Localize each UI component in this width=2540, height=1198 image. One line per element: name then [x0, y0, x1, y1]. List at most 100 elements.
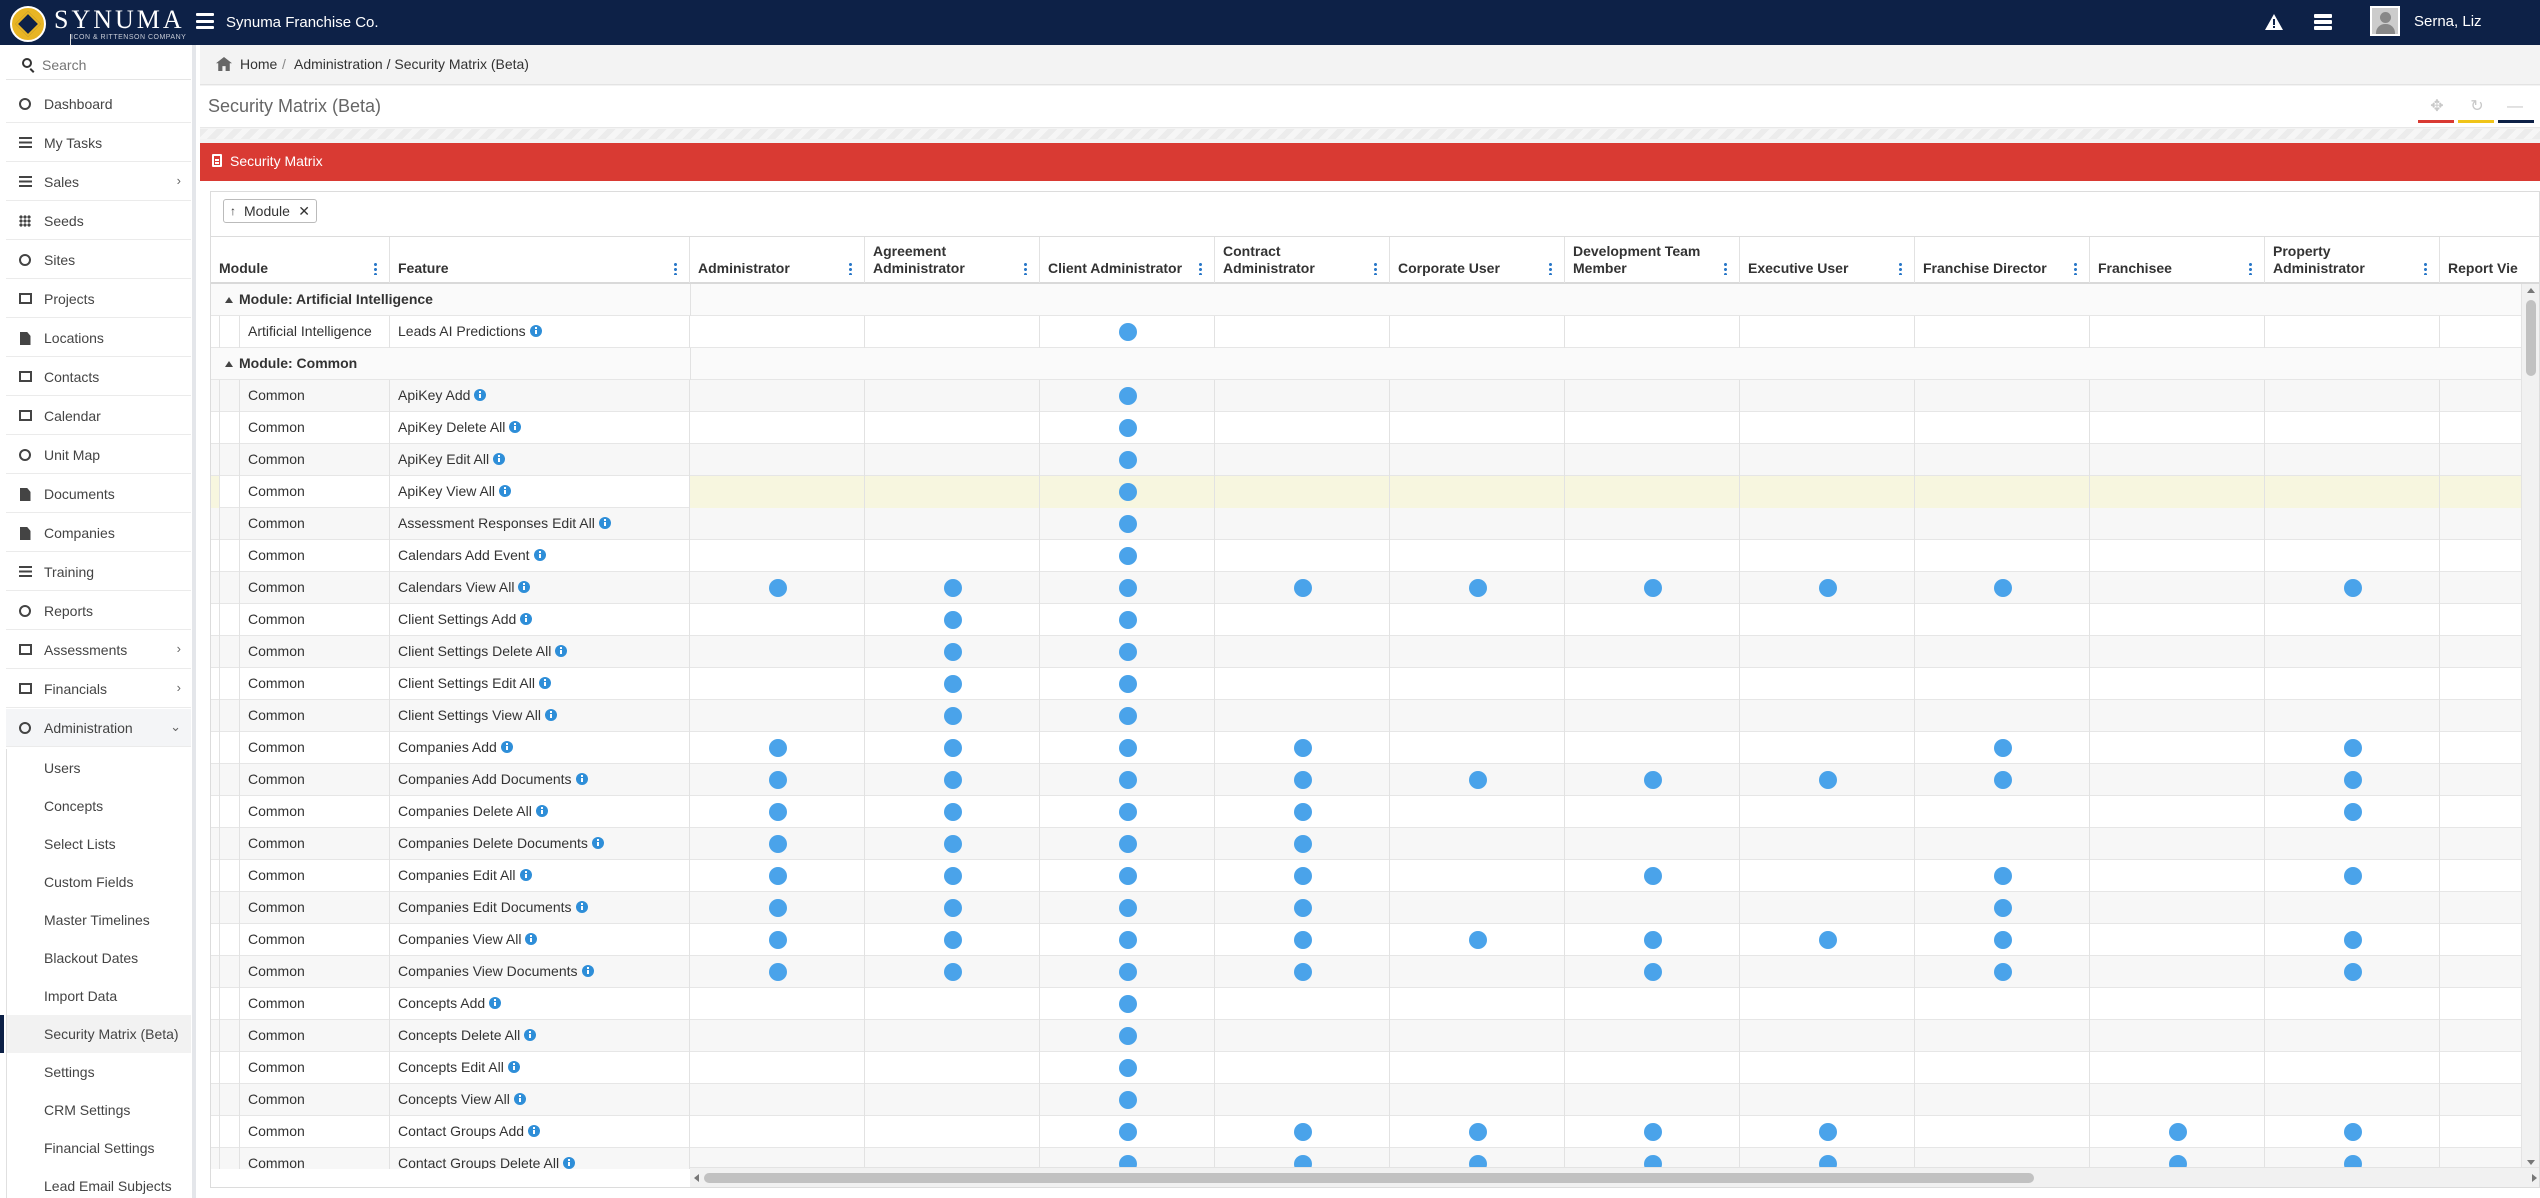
permission-cell[interactable] — [211, 892, 220, 924]
permission-cell[interactable] — [1215, 924, 1390, 956]
permission-cell[interactable] — [1040, 1116, 1215, 1148]
info-icon[interactable] — [581, 965, 594, 977]
permission-cell[interactable] — [2265, 412, 2440, 444]
sidebar-item-seeds[interactable]: Seeds — [6, 202, 191, 240]
permission-granted-dot[interactable] — [1993, 931, 2012, 949]
permission-granted-dot[interactable] — [943, 675, 962, 693]
permission-cell[interactable] — [865, 828, 1040, 860]
permission-granted-dot[interactable] — [943, 963, 962, 981]
permission-cell[interactable] — [2265, 860, 2440, 892]
permission-cell[interactable] — [865, 1084, 1040, 1116]
permission-cell[interactable] — [690, 572, 865, 604]
permission-granted-dot[interactable] — [1468, 771, 1487, 789]
permission-cell[interactable] — [2440, 604, 2523, 636]
permission-cell[interactable] — [1040, 476, 1215, 508]
permission-granted-dot[interactable] — [943, 611, 962, 629]
permission-cell[interactable] — [211, 604, 220, 636]
permission-cell[interactable] — [1740, 508, 1915, 540]
admin-item-import-data[interactable]: Import Data — [6, 977, 191, 1015]
column-header-agreement-administrator[interactable]: Agreement Administrator — [865, 237, 1040, 283]
permission-cell[interactable] — [2265, 988, 2440, 1020]
info-icon[interactable] — [499, 485, 512, 497]
column-header-franchisee[interactable]: Franchisee — [2090, 237, 2265, 283]
permission-cell[interactable] — [1915, 412, 2090, 444]
permission-cell[interactable] — [690, 508, 865, 540]
permission-cell[interactable] — [865, 732, 1040, 764]
permission-cell[interactable] — [690, 412, 865, 444]
permission-cell[interactable] — [2090, 988, 2265, 1020]
permission-cell[interactable] — [1215, 956, 1390, 988]
permission-cell[interactable] — [2265, 1020, 2440, 1052]
permission-cell[interactable] — [1215, 412, 1390, 444]
permission-granted-dot[interactable] — [1993, 739, 2012, 757]
permission-cell[interactable] — [2090, 700, 2265, 732]
permission-cell[interactable] — [1040, 604, 1215, 636]
permission-cell[interactable] — [690, 476, 865, 508]
permission-cell[interactable] — [2265, 924, 2440, 956]
permission-cell[interactable] — [1215, 1148, 1390, 1169]
permission-cell[interactable] — [865, 668, 1040, 700]
permission-cell[interactable] — [1915, 380, 2090, 412]
warning-icon[interactable] — [2264, 13, 2284, 31]
permission-cell[interactable] — [2090, 444, 2265, 476]
permission-cell[interactable] — [2265, 380, 2440, 412]
permission-cell[interactable] — [1390, 1052, 1565, 1084]
permission-cell[interactable] — [2265, 700, 2440, 732]
permission-granted-dot[interactable] — [2343, 1123, 2362, 1141]
sidebar-item-calendar[interactable]: Calendar — [6, 397, 191, 435]
permission-cell[interactable] — [2090, 828, 2265, 860]
permission-cell[interactable] — [690, 444, 865, 476]
column-menu-icon[interactable] — [1899, 262, 1902, 275]
permission-cell[interactable] — [1565, 476, 1740, 508]
permission-cell[interactable] — [1040, 732, 1215, 764]
permission-cell[interactable] — [1740, 892, 1915, 924]
permission-cell[interactable] — [2440, 892, 2523, 924]
permission-cell[interactable] — [690, 764, 865, 796]
permission-cell[interactable] — [1390, 636, 1565, 668]
admin-item-select-lists[interactable]: Select Lists — [6, 825, 191, 863]
permission-cell[interactable] — [2440, 860, 2523, 892]
permission-cell[interactable] — [690, 1148, 865, 1169]
permission-cell[interactable] — [1915, 572, 2090, 604]
sidebar-item-dashboard[interactable]: Dashboard — [6, 85, 191, 123]
permission-cell[interactable] — [1040, 956, 1215, 988]
permission-cell[interactable] — [211, 540, 220, 572]
search-input[interactable] — [42, 54, 182, 76]
permission-granted-dot[interactable] — [1293, 931, 1312, 949]
permission-cell[interactable] — [1565, 732, 1740, 764]
permission-cell[interactable] — [2090, 892, 2265, 924]
permission-cell[interactable] — [1740, 828, 1915, 860]
permission-cell[interactable] — [1915, 796, 2090, 828]
permission-cell[interactable] — [2440, 924, 2523, 956]
permission-granted-dot[interactable] — [1993, 771, 2012, 789]
permission-granted-dot[interactable] — [1293, 963, 1312, 981]
permission-cell[interactable] — [2090, 1020, 2265, 1052]
permission-cell[interactable] — [865, 700, 1040, 732]
permission-granted-dot[interactable] — [1643, 1123, 1662, 1141]
permission-cell[interactable] — [211, 1084, 220, 1116]
user-name[interactable]: Serna, Liz — [2414, 13, 2482, 30]
permission-granted-dot[interactable] — [1993, 579, 2012, 597]
permission-cell[interactable] — [211, 1148, 220, 1169]
column-header-property-administrator[interactable]: Property Administrator — [2265, 237, 2440, 283]
permission-granted-dot[interactable] — [768, 963, 787, 981]
permission-granted-dot[interactable] — [943, 771, 962, 789]
permission-cell[interactable] — [2090, 1084, 2265, 1116]
permission-cell[interactable] — [2265, 444, 2440, 476]
permission-granted-dot[interactable] — [1468, 931, 1487, 949]
permission-cell[interactable] — [1740, 572, 1915, 604]
permission-cell[interactable] — [2265, 476, 2440, 508]
permission-cell[interactable] — [1565, 860, 1740, 892]
user-avatar[interactable] — [2370, 6, 2400, 36]
permission-cell[interactable] — [1915, 540, 2090, 572]
permission-cell[interactable] — [2265, 316, 2440, 348]
permission-granted-dot[interactable] — [943, 867, 962, 885]
permission-cell[interactable] — [2440, 764, 2523, 796]
permission-granted-dot[interactable] — [768, 739, 787, 757]
column-header-franchise-director[interactable]: Franchise Director — [1915, 237, 2090, 283]
permission-cell[interactable] — [1740, 956, 1915, 988]
vertical-scrollbar[interactable] — [2521, 284, 2539, 1169]
permission-cell[interactable] — [1565, 988, 1740, 1020]
permission-cell[interactable] — [2090, 796, 2265, 828]
permission-cell[interactable] — [1565, 956, 1740, 988]
